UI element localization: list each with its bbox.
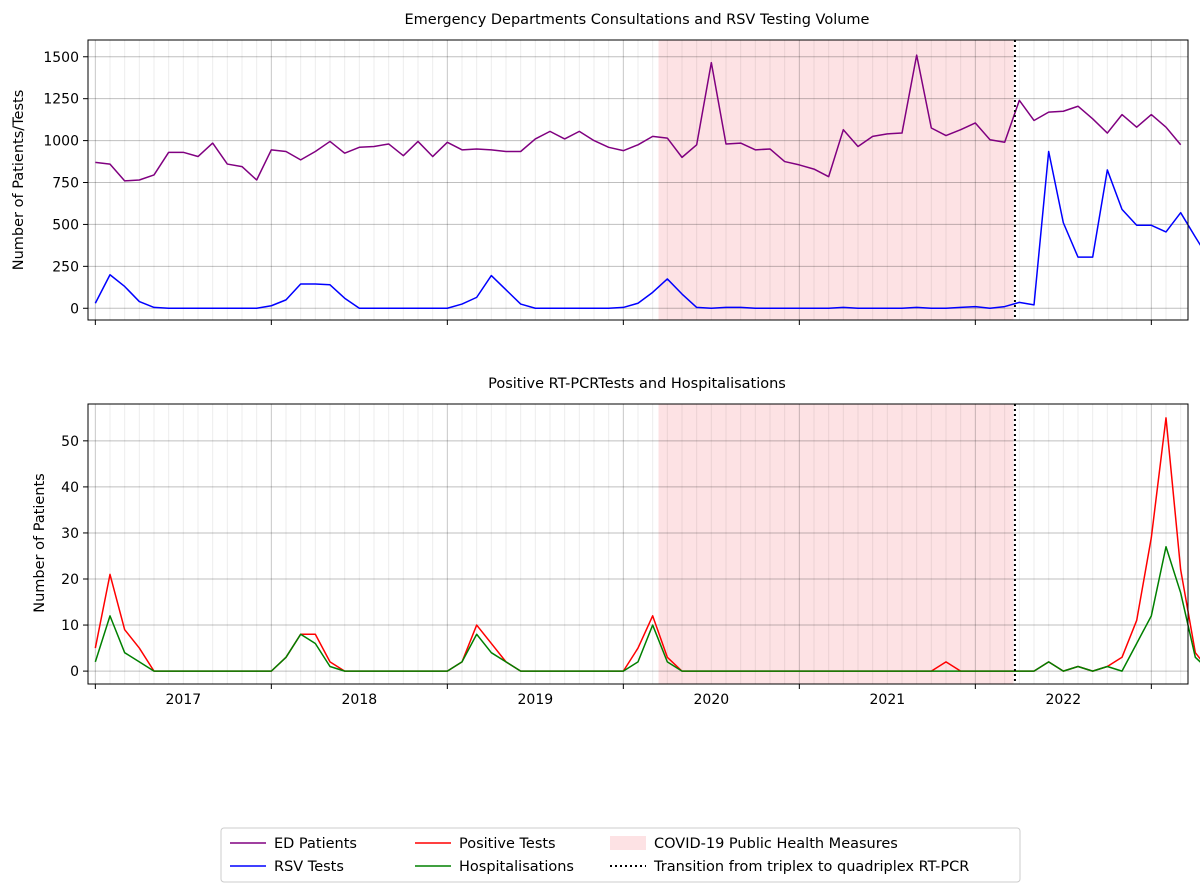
x-tick-label: 2022 xyxy=(1046,692,1082,708)
y-tick-label: 750 xyxy=(52,176,79,192)
y-tick-label: 40 xyxy=(61,480,79,496)
x-tick-label: 2017 xyxy=(166,692,202,708)
covid-measures-span xyxy=(658,404,1014,684)
x-tick-label: 2021 xyxy=(870,692,906,708)
legend-label-hospitalisations: Hospitalisations xyxy=(459,859,574,875)
legend-label-positive-tests: Positive Tests xyxy=(459,836,556,852)
series-line-hospitalisations xyxy=(94,546,1200,672)
x-tick-label: 2019 xyxy=(518,692,554,708)
y-tick-label: 500 xyxy=(52,217,79,233)
series-line-ed-patients xyxy=(95,54,1182,182)
y-tick-label: 0 xyxy=(70,301,79,317)
y-tick-label: 0 xyxy=(70,664,79,680)
covid-measures-span xyxy=(658,40,1014,320)
plot-frame xyxy=(87,39,1189,321)
top-panel-title: Emergency Departments Consultations and … xyxy=(405,12,870,28)
series-line-rsv-tests xyxy=(94,150,1200,310)
legend-label-ed-patients: ED Patients xyxy=(274,836,357,852)
x-tick-label: 2018 xyxy=(342,692,378,708)
legend-label-rsv-tests: RSV Tests xyxy=(274,859,344,875)
bottom-panel-title: Positive RT-PCRTests and Hospitalisation… xyxy=(488,376,786,392)
top-panel-y-axis-label: Number of Patients/Tests xyxy=(11,90,27,270)
legend: ED Patients RSV Tests Positive Tests Hospit… xyxy=(220,827,1021,883)
legend-box xyxy=(220,827,1021,883)
y-tick-label: 30 xyxy=(61,526,79,542)
legend-label-transition-from-triplex-to-quadriplex-rt-pcr: Transition from triplex to quadriplex RT… xyxy=(653,859,969,875)
y-tick-label: 10 xyxy=(61,618,79,634)
y-tick-label: 20 xyxy=(61,572,79,588)
y-tick-label: 1500 xyxy=(43,50,79,66)
x-tick-label: 2020 xyxy=(694,692,730,708)
bottom-panel-tests-and-hospitalisations: Positive RT-PCRTests and Hospitalisation… xyxy=(32,376,1200,708)
legend-swatch-covid-19-public-health-measures xyxy=(610,836,646,850)
plot-frame xyxy=(87,403,1189,685)
y-tick-label: 1000 xyxy=(43,134,79,150)
legend-label-covid-19-public-health-measures: COVID-19 Public Health Measures xyxy=(654,836,898,852)
y-tick-label: 50 xyxy=(61,434,79,450)
top-panel-ed-and-rsv: Emergency Departments Consultations and … xyxy=(11,12,1200,325)
bottom-panel-y-axis-label: Number of Patients xyxy=(32,473,48,613)
y-tick-label: 1250 xyxy=(43,92,79,108)
y-tick-label: 250 xyxy=(52,259,79,275)
